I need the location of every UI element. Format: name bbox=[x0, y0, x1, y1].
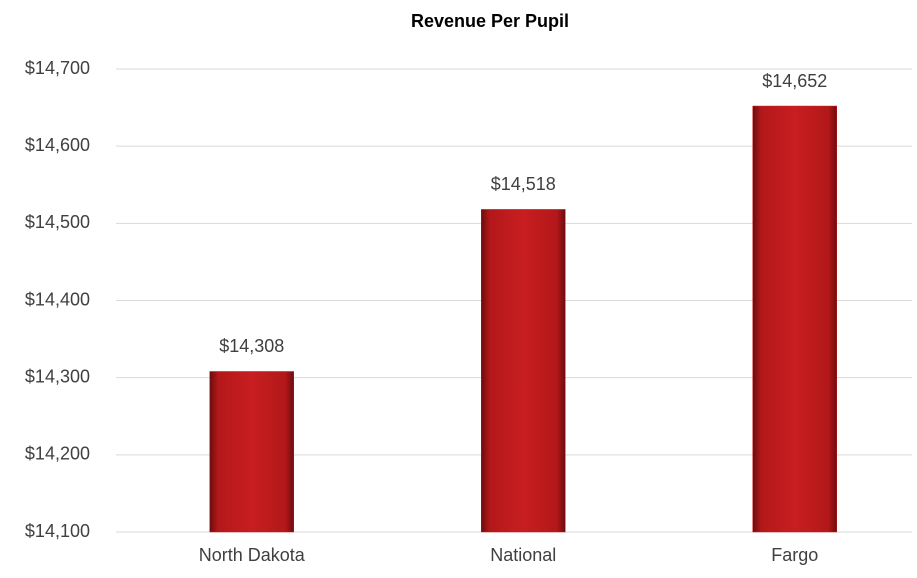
bar bbox=[481, 209, 566, 533]
y-tick-label: $14,100 bbox=[25, 521, 90, 541]
y-tick-label: $14,600 bbox=[25, 135, 90, 155]
y-tick-label: $14,400 bbox=[25, 289, 90, 309]
x-tick-label: North Dakota bbox=[199, 545, 306, 565]
x-tick-label: National bbox=[490, 545, 556, 565]
bar bbox=[209, 371, 294, 533]
bar bbox=[752, 105, 837, 533]
y-tick-label: $14,500 bbox=[25, 212, 90, 232]
chart-title: Revenue Per Pupil bbox=[411, 11, 569, 31]
x-tick-label: Fargo bbox=[771, 545, 818, 565]
y-tick-label: $14,700 bbox=[25, 58, 90, 78]
y-tick-label: $14,200 bbox=[25, 444, 90, 464]
data-label: $14,652 bbox=[762, 71, 827, 91]
data-label: $14,518 bbox=[491, 174, 556, 194]
data-label: $14,308 bbox=[219, 336, 284, 356]
y-tick-label: $14,300 bbox=[25, 366, 90, 386]
